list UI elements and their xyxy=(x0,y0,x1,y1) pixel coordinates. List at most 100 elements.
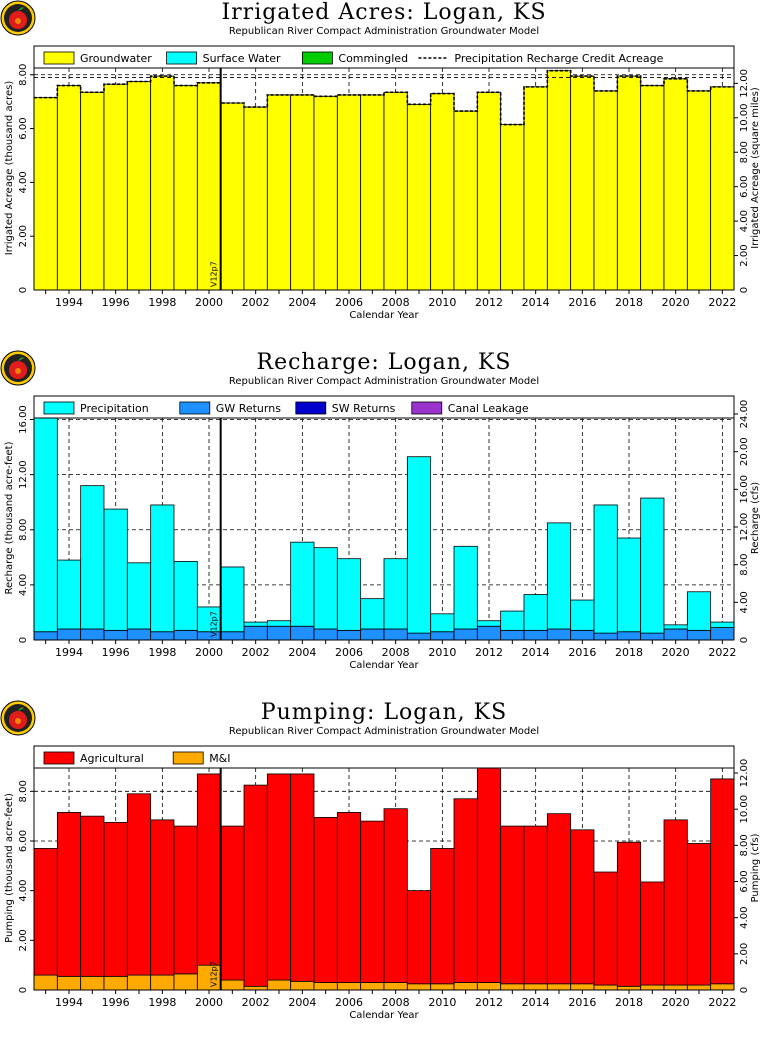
recharge-panel: Recharge: Logan, KS Republican River Com… xyxy=(0,350,768,690)
bar-groundwater-2002 xyxy=(243,106,268,291)
bar-m-i-2002 xyxy=(243,985,268,991)
bar-agricultural-2000 xyxy=(196,773,222,966)
chart-title: Recharge: Logan, KS xyxy=(256,350,512,375)
bar-groundwater-1993 xyxy=(33,97,58,291)
bar-groundwater-2009 xyxy=(406,103,432,291)
bar-m-i-2015 xyxy=(546,983,572,991)
irrigated-acres-panel: Irrigated Acres: Logan, KS Republican Ri… xyxy=(0,0,768,340)
bar-precipitation-2021 xyxy=(686,591,712,631)
bar-gw-returns-1993 xyxy=(33,631,58,641)
bar-groundwater-2005 xyxy=(313,95,338,291)
x-tick-label: 2018 xyxy=(615,996,643,1009)
version-marker-label: V12p7 xyxy=(210,961,219,987)
y2-tick-label: 2.00 xyxy=(739,244,750,266)
y2-axis-label: Pumping (cfs) xyxy=(750,833,761,902)
y2-tick-label: 6.00 xyxy=(739,176,750,198)
y-axis-label: Recharge (thousand acre-feet) xyxy=(4,441,15,594)
bar-gw-returns-1998 xyxy=(150,631,175,641)
bar-precipitation-1994 xyxy=(56,559,82,630)
x-tick-label: 2020 xyxy=(662,996,690,1009)
bar-m-i-1996 xyxy=(103,975,128,991)
bar-groundwater-2010 xyxy=(430,93,455,291)
legend-gw-returns-label: GW Returns xyxy=(216,402,281,415)
bar-m-i-1995 xyxy=(80,975,105,991)
bar-agricultural-2022 xyxy=(710,778,735,985)
bar-m-i-2016 xyxy=(570,983,595,991)
irrigated-acres-chart: V12p7 Groundwater Surface Water Commingled P… xyxy=(4,45,761,321)
y2-tick-label: 8.00 xyxy=(739,834,750,856)
bar-groundwater-2006 xyxy=(336,94,362,291)
x-tick-label: 2012 xyxy=(475,646,503,659)
bar-gw-returns-2006 xyxy=(336,629,362,641)
x-tick-label: 2016 xyxy=(568,996,596,1009)
bar-agricultural-2010 xyxy=(430,848,455,985)
x-tick-label: 2012 xyxy=(475,296,503,309)
x-tick-label: 2004 xyxy=(288,646,316,659)
bar-agricultural-2009 xyxy=(406,890,432,985)
x-tick-label: 2010 xyxy=(428,296,456,309)
bar-gw-returns-2011 xyxy=(453,628,478,641)
bar-gw-returns-2018 xyxy=(616,631,642,641)
y2-tick-label: 8.00 xyxy=(739,554,750,576)
x-tick-label: 1994 xyxy=(55,646,83,659)
y2-tick-label: 20.00 xyxy=(739,437,750,466)
bar-m-i-2013 xyxy=(500,983,525,991)
bar-gw-returns-2001 xyxy=(220,631,245,641)
bar-precipitation-2019 xyxy=(640,497,665,634)
y-tick-label: 2.00 xyxy=(18,225,29,247)
bar-gw-returns-1996 xyxy=(103,629,128,641)
bar-precipitation-2013 xyxy=(500,610,525,631)
legend-canal-leakage-label: Canal Leakage xyxy=(448,402,529,415)
version-marker-label: V12p7 xyxy=(210,261,219,287)
bar-agricultural-2019 xyxy=(640,881,665,986)
y2-axis-label: Recharge (cfs) xyxy=(750,482,761,554)
bar-groundwater-1996 xyxy=(103,83,128,291)
bar-groundwater-1998 xyxy=(150,75,175,291)
bar-groundwater-2000 xyxy=(196,82,222,291)
chart-subtitle: Republican River Compact Administration … xyxy=(228,726,540,737)
bar-precipitation-2020 xyxy=(663,624,688,630)
x-tick-label: 2020 xyxy=(662,296,690,309)
x-tick-label: 2010 xyxy=(428,646,456,659)
bar-agricultural-2006 xyxy=(336,812,362,983)
chart-subtitle: Republican River Compact Administration … xyxy=(228,376,540,387)
x-tick-label: 2006 xyxy=(335,646,363,659)
bar-agricultural-2014 xyxy=(523,825,548,985)
bar-precipitation-2008 xyxy=(383,558,408,630)
y2-tick-label: 12.00 xyxy=(739,69,750,98)
bar-precipitation-2010 xyxy=(430,613,455,633)
legend-precipitation-swatch xyxy=(43,401,75,415)
x-tick-label: 2008 xyxy=(382,296,410,309)
bar-m-i-1998 xyxy=(150,974,175,991)
y2-tick-label: 8.00 xyxy=(739,141,750,163)
x-tick-label: 2016 xyxy=(568,646,596,659)
bar-groundwater-2017 xyxy=(593,90,618,291)
bar-precipitation-2011 xyxy=(453,545,478,630)
bar-m-i-2001 xyxy=(220,979,245,991)
chart-subtitle: Republican River Compact Administration … xyxy=(228,26,540,37)
pumping-chart: V12p7 Agricultural M&I 1994 1996 1998 2000 2002… xyxy=(4,745,761,1021)
bar-gw-returns-2013 xyxy=(500,629,525,641)
bar-precipitation-2003 xyxy=(266,620,292,627)
bar-m-i-2020 xyxy=(663,984,688,991)
bar-gw-returns-2015 xyxy=(546,628,572,641)
legend-agricultural-swatch xyxy=(43,751,75,765)
bar-m-i-2010 xyxy=(430,983,455,991)
bar-gw-returns-2003 xyxy=(266,625,292,641)
y-tick-label: 4.00 xyxy=(18,880,29,902)
y-tick-label: 6.00 xyxy=(18,830,29,852)
y2-axis-label: Irrigated Acreage (square miles) xyxy=(750,87,761,249)
bar-m-i-2012 xyxy=(476,982,502,991)
bar-agricultural-2003 xyxy=(266,773,292,981)
y-tick-label: 4.00 xyxy=(18,574,29,596)
bar-groundwater-2022 xyxy=(710,86,735,291)
bar-m-i-2007 xyxy=(360,982,385,991)
x-tick-label: 2018 xyxy=(615,646,643,659)
bar-groundwater-2020 xyxy=(663,78,688,291)
bar-agricultural-2020 xyxy=(663,819,688,986)
bar-agricultural-2016 xyxy=(570,829,595,985)
bar-precipitation-1997 xyxy=(126,562,152,630)
legend-precipitation-label: Precipitation xyxy=(80,402,149,415)
x-tick-label: 2004 xyxy=(288,996,316,1009)
y2-tick-label: 12.00 xyxy=(739,759,750,788)
